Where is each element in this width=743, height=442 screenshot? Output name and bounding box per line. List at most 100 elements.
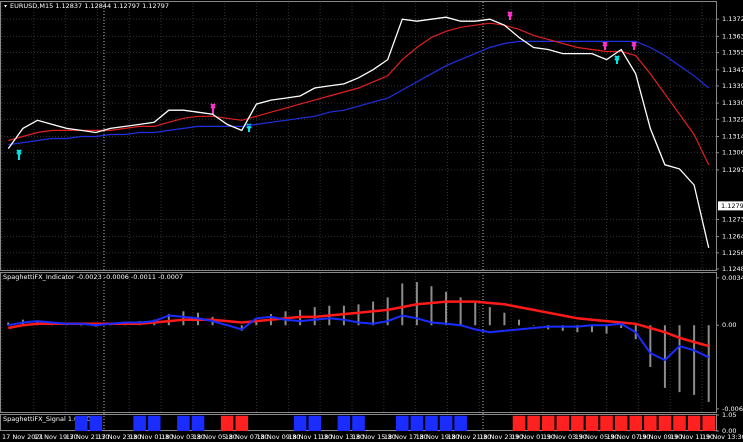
grid-layer	[1, 3, 716, 413]
time-label: 19 Nov 07:30	[607, 433, 651, 441]
signal-bar	[177, 415, 190, 431]
y-tick-label: 1.13225	[722, 115, 743, 123]
histogram-bar	[386, 297, 389, 326]
moving-average	[8, 40, 710, 146]
time-label: 17 Nov 2021	[2, 433, 44, 441]
signal-bar	[585, 415, 599, 431]
sell-arrow	[210, 103, 216, 114]
time-label: 18 Nov 13:30	[320, 433, 364, 441]
time-label: 18 Nov 01:30	[129, 433, 173, 441]
main-title: EURUSD,M15 1.12837 1.12844 1.12797 1.127…	[10, 2, 169, 10]
y-tick-label: 1.12645	[722, 233, 743, 241]
signal-bar	[629, 415, 643, 431]
time-label: 19 Nov 13:30	[702, 433, 743, 441]
time-label: 18 Nov 07:30	[225, 433, 269, 441]
histogram-bar	[663, 325, 666, 388]
signal-bar	[337, 415, 351, 431]
time-label: 17 Nov 19:30	[34, 433, 78, 441]
signal-bar	[191, 415, 205, 431]
y-tick-label: 1.13305	[722, 99, 743, 107]
signal-bar	[527, 415, 540, 431]
time-label: 18 Nov 15:30	[352, 433, 396, 441]
time-label: 18 Nov 21:30	[447, 433, 491, 441]
price-line	[7, 16, 710, 248]
histogram-bar	[474, 302, 477, 326]
histogram-bar	[372, 301, 375, 326]
time-label: 19 Nov 01:30	[511, 433, 555, 441]
histogram-bar	[620, 325, 623, 329]
histogram-bar	[518, 319, 521, 326]
signal-bar	[658, 415, 672, 431]
time-label: 18 Nov 11:30	[288, 433, 332, 441]
histogram-bar	[503, 312, 506, 326]
signal-bar	[293, 415, 307, 431]
y-tick-label: 1.12975	[722, 166, 743, 174]
indicator-title: SpaghettiFX_Indicator -0.0023 -0.0006 -0…	[3, 273, 183, 281]
y-tick-label: 1.12485	[722, 265, 743, 273]
current-price-box	[718, 201, 743, 211]
time-label: 18 Nov 09:30	[257, 433, 301, 441]
histogram-bar	[401, 283, 404, 326]
time-label: 18 Nov 03:30	[161, 433, 205, 441]
histogram-bar	[488, 307, 491, 326]
signal-bar	[235, 415, 249, 431]
y-tick-label: 1.13635	[722, 32, 743, 40]
signal-bar	[89, 415, 103, 431]
signal-bar	[352, 415, 365, 431]
current-price-label: 1.12797	[721, 202, 743, 210]
y-tick-label: 1.13470	[722, 66, 743, 74]
signal-bar	[395, 415, 409, 431]
signal-bar	[571, 415, 584, 431]
y-tick-label: 1.12565	[722, 249, 743, 257]
y-tick-label: 0.0034	[722, 274, 743, 282]
sell-arrow	[507, 11, 513, 20]
histogram-bar	[342, 305, 345, 326]
y-tick-label: 0.00	[722, 427, 736, 435]
histogram-bar	[590, 325, 593, 333]
y-tick-label: 0.00	[722, 321, 736, 329]
histogram-bar	[7, 322, 10, 326]
histogram-bar	[167, 314, 170, 326]
signal-bar	[673, 415, 686, 431]
histogram-bar	[357, 304, 360, 326]
histogram-bar	[445, 291, 448, 326]
symbol-menu-icon	[4, 5, 7, 8]
time-label: 19 Nov 09:30	[638, 433, 682, 441]
y-tick-label: -0.006	[722, 405, 743, 413]
signal-bar	[133, 415, 146, 431]
histogram-bar	[561, 325, 564, 331]
sell-arrow	[631, 41, 637, 50]
indicator-line	[8, 314, 710, 362]
signal-title: SpaghettiFX_Signal 1.0000	[3, 415, 91, 423]
time-label: 19 Nov 05:30	[575, 433, 619, 441]
time-label: 18 Nov 19:30	[416, 433, 460, 441]
signal-bar	[614, 415, 628, 431]
y-tick-label: 1.13720	[722, 15, 743, 23]
signal-bar	[600, 415, 613, 431]
time-label: 19 Nov 11:30	[670, 433, 714, 441]
signal-bar	[541, 415, 555, 431]
signal-bar	[644, 415, 657, 431]
time-label: 17 Nov 21:30	[66, 433, 110, 441]
histogram-bar	[240, 325, 243, 331]
signal-bar	[439, 415, 453, 431]
histogram-bar	[430, 286, 433, 326]
moving-average	[8, 22, 710, 166]
time-label: 19 Nov 03:30	[543, 433, 587, 441]
histogram-bar	[532, 325, 535, 326]
signal-bar	[147, 415, 161, 431]
y-tick-label: 1.05	[722, 411, 736, 419]
signal-line	[8, 300, 710, 348]
histogram-bar	[605, 325, 608, 334]
signal-bar	[556, 415, 570, 431]
histogram-bar	[255, 319, 258, 326]
signal-bar	[220, 415, 234, 431]
histogram-bar	[678, 325, 681, 393]
signal-bar	[687, 415, 701, 431]
histogram-bar	[693, 325, 696, 395]
signal-bar	[74, 415, 88, 431]
buy-arrow	[614, 55, 620, 64]
